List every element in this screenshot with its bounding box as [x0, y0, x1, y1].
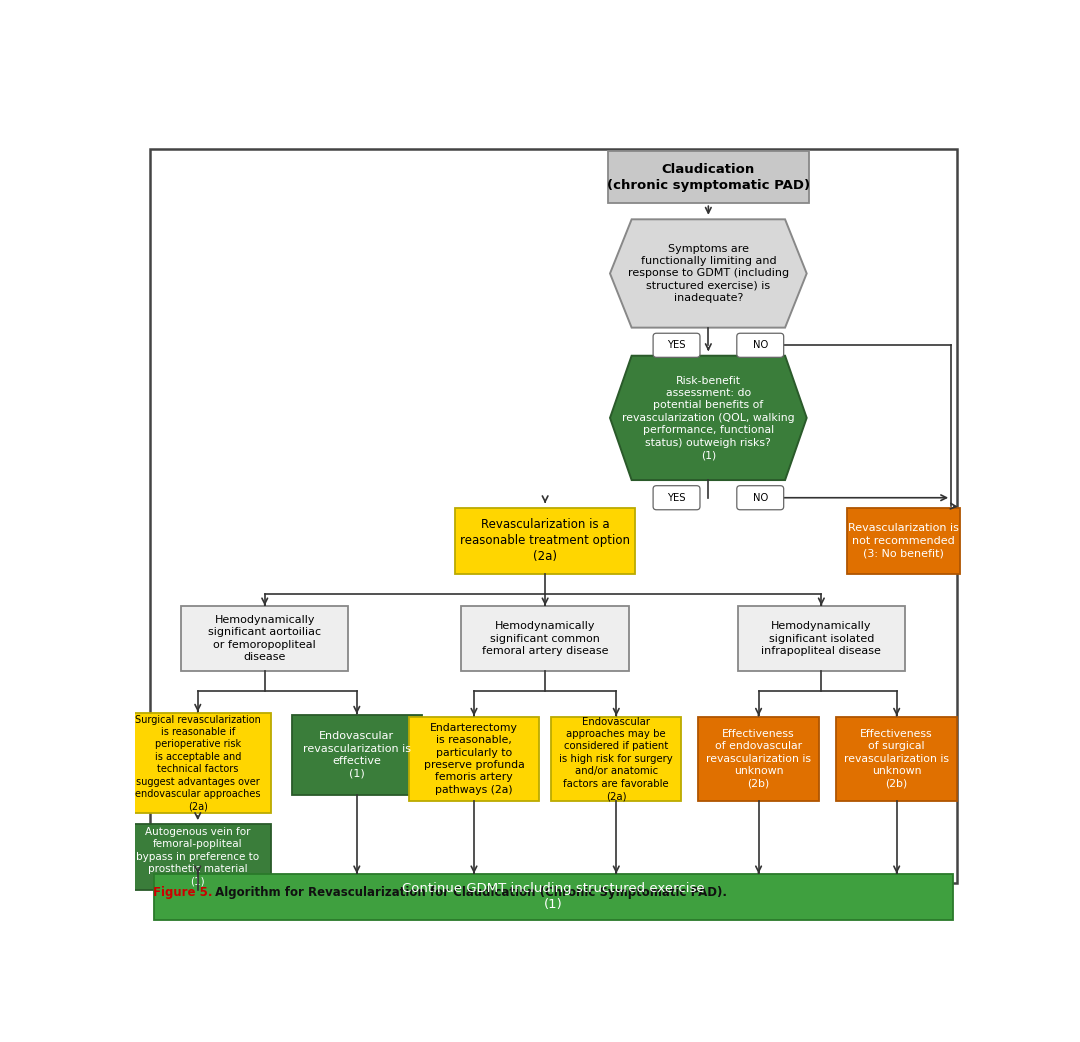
Text: Revascularization is
not recommended
(3: No benefit): Revascularization is not recommended (3:… [848, 523, 959, 559]
Text: Endovascular
approaches may be
considered if patient
is high risk for surgery
an: Endovascular approaches may be considere… [559, 717, 673, 801]
Text: Symptoms are
functionally limiting and
response to GDMT (including
structured ex: Symptoms are functionally limiting and r… [627, 244, 788, 303]
Text: Endarterectomy
is reasonable,
particularly to
preserve profunda
femoris artery
p: Endarterectomy is reasonable, particular… [423, 723, 525, 795]
FancyBboxPatch shape [461, 606, 629, 671]
Text: Risk-benefit
assessment: do
potential benefits of
revascularization (QOL, walkin: Risk-benefit assessment: do potential be… [622, 376, 795, 461]
FancyBboxPatch shape [455, 507, 635, 573]
FancyBboxPatch shape [847, 507, 960, 573]
FancyBboxPatch shape [124, 713, 271, 813]
FancyBboxPatch shape [698, 717, 820, 801]
Text: Effectiveness
of endovascular
revascularization is
unknown
(2b): Effectiveness of endovascular revascular… [706, 729, 811, 789]
Text: Claudication
(chronic symptomatic PAD): Claudication (chronic symptomatic PAD) [607, 163, 810, 192]
FancyBboxPatch shape [181, 606, 349, 671]
FancyBboxPatch shape [153, 873, 954, 920]
Polygon shape [610, 219, 807, 327]
FancyBboxPatch shape [150, 149, 957, 884]
Text: Continue GDMT including structured exercise
(1): Continue GDMT including structured exerc… [402, 883, 705, 912]
FancyBboxPatch shape [409, 717, 539, 801]
FancyBboxPatch shape [836, 717, 957, 801]
Text: NO: NO [753, 493, 768, 502]
FancyBboxPatch shape [608, 151, 809, 203]
Text: Revascularization is a
reasonable treatment option
(2a): Revascularization is a reasonable treatm… [460, 518, 630, 563]
Text: Algorithm for Revascularization for Claudication (Chronic Symptomatic PAD).: Algorithm for Revascularization for Clau… [211, 887, 727, 899]
Text: Effectiveness
of surgical
revascularization is
unknown
(2b): Effectiveness of surgical revascularizat… [845, 729, 949, 789]
Text: Figure 5.: Figure 5. [152, 887, 212, 899]
Text: Hemodynamically
significant isolated
infrapopliteal disease: Hemodynamically significant isolated inf… [761, 621, 881, 655]
FancyBboxPatch shape [738, 606, 905, 671]
FancyBboxPatch shape [552, 717, 681, 801]
FancyBboxPatch shape [737, 333, 784, 357]
Text: YES: YES [667, 493, 686, 502]
Text: Autogenous vein for
femoral-popliteal
bypass in preference to
prosthetic materia: Autogenous vein for femoral-popliteal by… [136, 827, 259, 887]
Text: YES: YES [667, 341, 686, 350]
Text: Hemodynamically
significant common
femoral artery disease: Hemodynamically significant common femor… [482, 621, 608, 655]
Text: Endovascular
revascularization is
effective
(1): Endovascular revascularization is effect… [302, 731, 410, 778]
FancyBboxPatch shape [292, 715, 421, 795]
FancyBboxPatch shape [653, 486, 700, 510]
Text: Hemodynamically
significant aortoiliac
or femoropopliteal
disease: Hemodynamically significant aortoiliac o… [208, 615, 321, 662]
Text: Surgical revascularization
is reasonable if
perioperative risk
is acceptable and: Surgical revascularization is reasonable… [135, 715, 260, 812]
FancyBboxPatch shape [124, 824, 271, 890]
Polygon shape [610, 355, 807, 480]
FancyBboxPatch shape [653, 333, 700, 357]
Text: NO: NO [753, 341, 768, 350]
FancyBboxPatch shape [737, 486, 784, 510]
